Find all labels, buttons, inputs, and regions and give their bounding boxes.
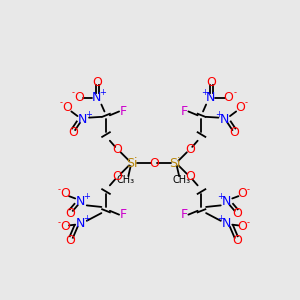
Text: +: +	[83, 192, 90, 201]
Text: O: O	[232, 233, 242, 247]
Text: +: +	[215, 110, 222, 119]
Text: -: -	[245, 98, 248, 107]
Text: O: O	[237, 187, 247, 200]
Text: N: N	[222, 217, 232, 230]
Text: N: N	[222, 195, 232, 208]
Text: +: +	[100, 88, 106, 98]
Text: O: O	[68, 126, 78, 139]
Text: O: O	[60, 187, 70, 200]
Text: CH₃: CH₃	[117, 175, 135, 185]
Text: -: -	[233, 88, 236, 98]
Text: O: O	[185, 169, 195, 183]
Text: +: +	[201, 88, 208, 98]
Text: +: +	[217, 192, 224, 201]
Text: N: N	[206, 91, 215, 104]
Text: +: +	[83, 214, 90, 223]
Text: -: -	[58, 218, 61, 227]
Text: O: O	[237, 220, 247, 233]
Text: N: N	[76, 195, 85, 208]
Text: O: O	[66, 233, 76, 247]
Text: F: F	[119, 105, 127, 118]
Text: N: N	[76, 217, 85, 230]
Text: N: N	[78, 113, 88, 126]
Text: O: O	[66, 207, 76, 220]
Text: F: F	[181, 208, 188, 221]
Text: -: -	[247, 218, 250, 227]
Text: O: O	[149, 157, 159, 169]
Text: CH₃: CH₃	[172, 175, 190, 185]
Text: Si: Si	[169, 157, 181, 169]
Text: -: -	[71, 88, 74, 98]
Text: O: O	[224, 91, 233, 104]
Text: N: N	[92, 91, 101, 104]
Text: -: -	[60, 98, 63, 107]
Text: O: O	[112, 143, 122, 157]
Text: O: O	[230, 126, 239, 139]
Text: O: O	[112, 169, 122, 183]
Text: Si: Si	[126, 157, 138, 169]
Text: O: O	[92, 76, 102, 89]
Text: F: F	[181, 105, 188, 118]
Text: +: +	[217, 214, 224, 223]
Text: -: -	[247, 185, 250, 194]
Text: -: -	[58, 185, 61, 194]
Text: F: F	[119, 208, 127, 221]
Text: O: O	[74, 91, 84, 104]
Text: O: O	[185, 143, 195, 157]
Text: O: O	[232, 207, 242, 220]
Text: O: O	[235, 101, 245, 114]
Text: O: O	[206, 76, 216, 89]
Text: +: +	[85, 110, 92, 119]
Text: O: O	[60, 220, 70, 233]
Text: N: N	[220, 113, 229, 126]
Text: O: O	[63, 101, 72, 114]
